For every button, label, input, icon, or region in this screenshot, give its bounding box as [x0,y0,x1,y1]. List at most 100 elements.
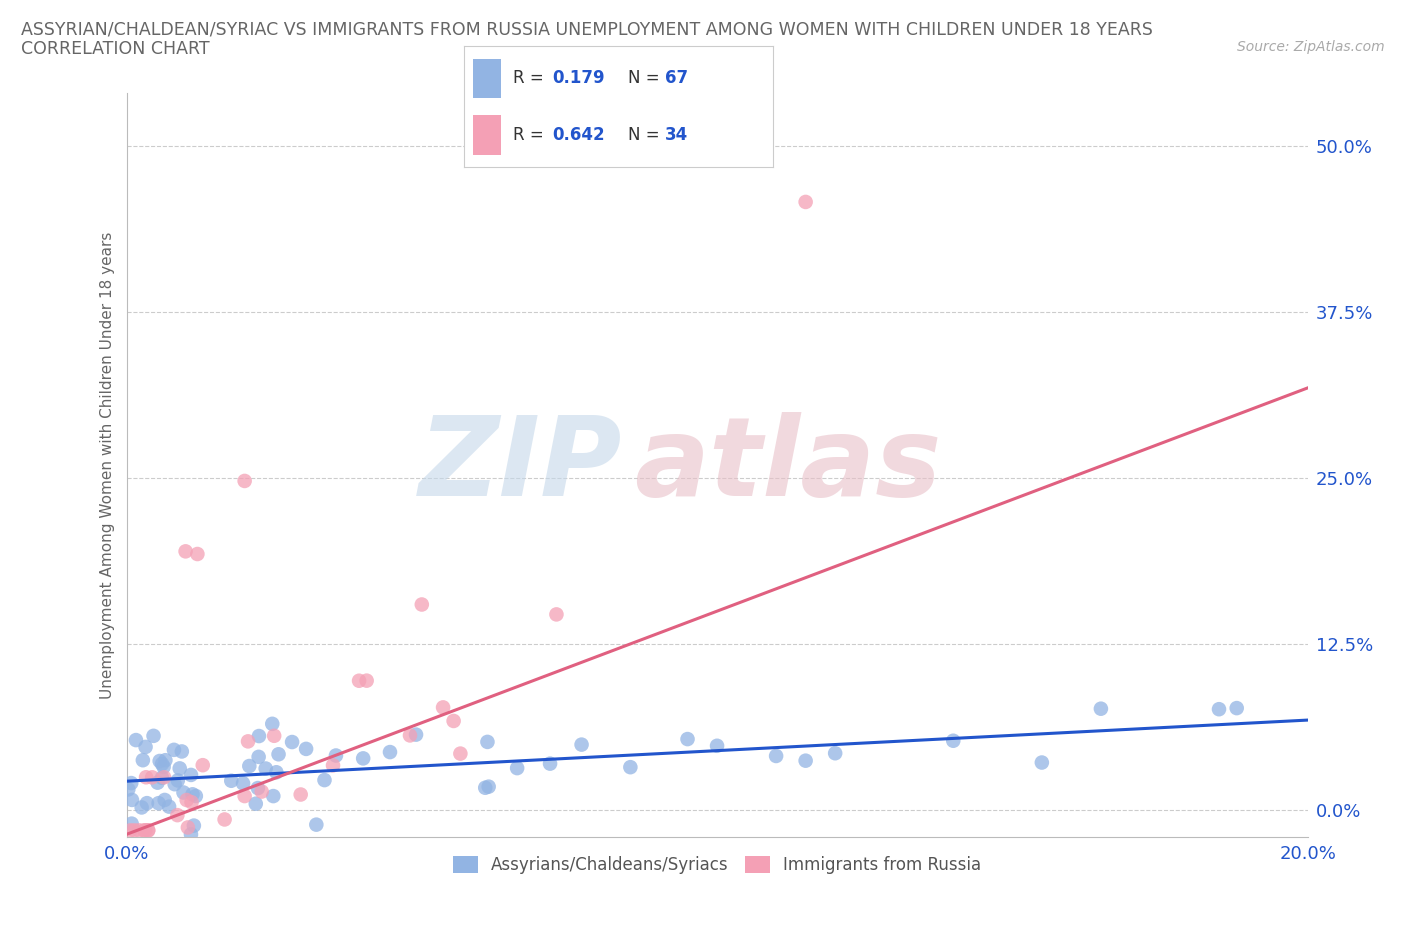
Point [180,827,202,842]
Point [1226,700,1249,715]
Point [247,728,270,743]
Point [478,779,501,794]
Point [706,738,728,753]
Point [155,752,177,767]
Point [1090,701,1112,716]
Text: Source: ZipAtlas.com: Source: ZipAtlas.com [1237,40,1385,54]
Point [174,544,197,559]
Point [150,770,173,785]
Point [347,673,370,688]
Point [571,737,593,752]
Point [128,823,150,838]
Text: 0.642: 0.642 [553,126,605,144]
Point [166,773,188,788]
Point [295,741,318,756]
Point [136,823,159,838]
Point [117,782,139,797]
Point [157,799,180,814]
Text: 34: 34 [665,126,689,144]
Point [305,817,328,832]
Point [219,774,242,789]
Point [214,812,236,827]
Point [262,789,284,804]
Text: R =: R = [513,69,550,86]
Point [191,758,214,773]
Point [148,796,170,811]
Point [141,770,163,785]
Point [245,796,267,811]
Point [166,807,188,822]
Point [170,744,193,759]
Text: CORRELATION CHART: CORRELATION CHART [21,40,209,58]
Point [432,700,454,715]
Point [942,734,965,749]
Point [281,735,304,750]
Point [477,735,499,750]
Y-axis label: Unemployment Among Women with Children Under 18 years: Unemployment Among Women with Children U… [100,232,115,698]
Point [266,764,288,779]
Point [169,761,191,776]
Point [184,789,207,804]
Text: 67: 67 [665,69,688,86]
Point [131,800,153,815]
Point [132,752,155,767]
Point [443,713,465,728]
Point [246,780,269,795]
Text: N =: N = [628,126,665,144]
Point [794,753,817,768]
Point [125,733,148,748]
Point [120,823,142,838]
Point [267,747,290,762]
Point [149,753,172,768]
Point [474,780,496,795]
Point [238,759,260,774]
Point [233,473,256,488]
Text: ZIP: ZIP [419,411,623,519]
Point [181,787,204,802]
Point [134,823,156,838]
Point [121,792,143,807]
Point [146,776,169,790]
Point [399,728,422,743]
Text: ASSYRIAN/CHALDEAN/SYRIAC VS IMMIGRANTS FROM RUSSIA UNEMPLOYMENT AMONG WOMEN WITH: ASSYRIAN/CHALDEAN/SYRIAC VS IMMIGRANTS F… [21,20,1153,38]
FancyBboxPatch shape [474,115,501,155]
Point [262,716,284,731]
Point [1031,755,1053,770]
Point [153,792,176,807]
Point [135,739,157,754]
Point [824,746,846,761]
Point [449,746,471,761]
Point [506,761,529,776]
Point [121,817,143,831]
Text: N =: N = [628,69,665,86]
Point [263,728,285,743]
Point [232,776,254,790]
Point [186,547,208,562]
Point [314,773,336,788]
Point [378,745,401,760]
Text: 0.179: 0.179 [553,69,605,86]
Point [1208,702,1230,717]
Point [136,823,159,838]
Point [538,756,561,771]
Point [180,767,202,782]
Point [546,607,568,622]
Point [163,742,186,757]
Point [173,785,195,800]
Point [152,760,174,775]
Point [233,789,256,804]
Point [142,728,165,743]
Point [247,750,270,764]
Point [619,760,641,775]
Point [765,749,787,764]
Point [322,758,344,773]
Point [405,727,427,742]
Text: R =: R = [513,126,550,144]
Point [124,823,146,838]
Point [153,770,176,785]
Point [150,756,173,771]
Legend: Assyrians/Chaldeans/Syriacs, Immigrants from Russia: Assyrians/Chaldeans/Syriacs, Immigrants … [446,849,988,881]
Point [135,770,157,785]
Point [136,796,159,811]
FancyBboxPatch shape [474,59,501,99]
